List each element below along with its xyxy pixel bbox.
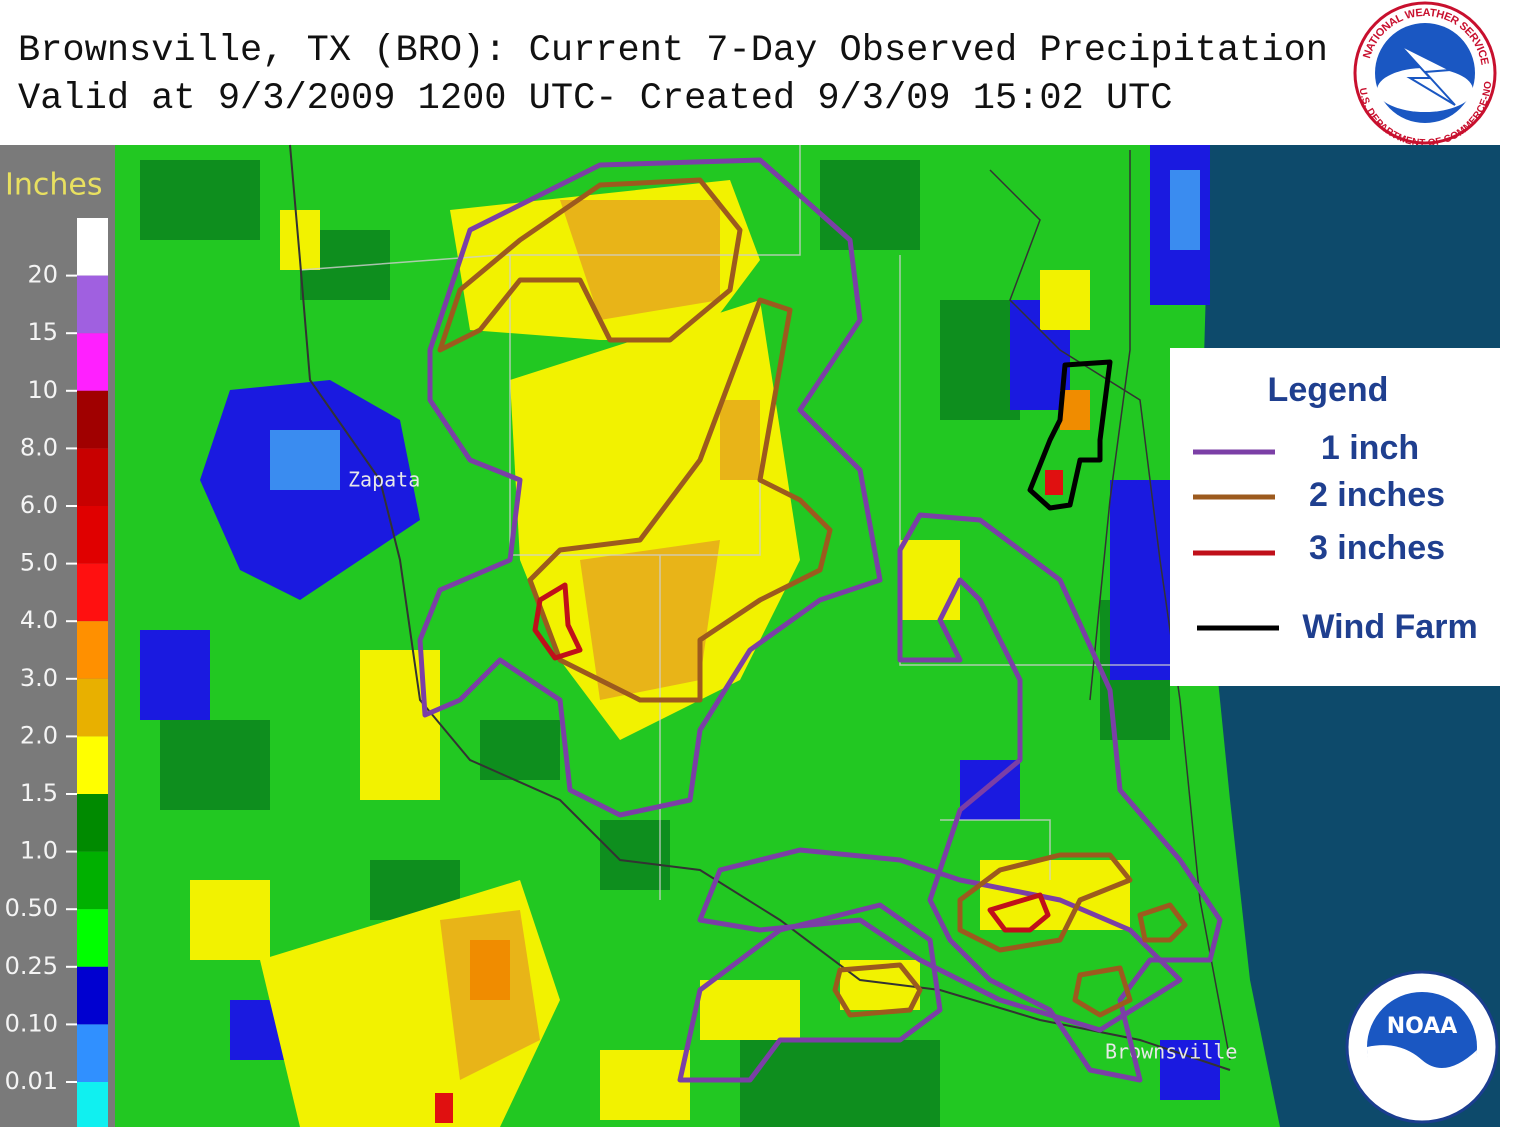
colorbar-swatch [77,506,108,564]
colorbar-label: 0.25 [5,952,58,980]
title-line2: Valid at 9/3/2009 1200 UTC- Created 9/3/… [18,78,1173,120]
legend: Legend 1 inch 2 inches 3 inches Wind Far… [1170,348,1500,686]
colorbar-swatch [77,678,108,737]
colorbar-swatch [77,851,108,910]
colorbar-label: 4.0 [20,606,58,634]
colorbar-swatch [77,621,108,679]
legend-item: 1 inch [1321,429,1419,467]
contour-2in [437,177,1188,1018]
colorbar-label: 6.0 [20,491,58,519]
colorbar-label: 20 [27,261,58,289]
colorbar-swatch [77,563,108,622]
colorbar-swatch [77,390,108,449]
colorbar-label: 15 [27,318,58,346]
legend-item: 3 inches [1309,529,1445,567]
colorbar-label: 1.0 [20,837,58,865]
colorbar-swatch [77,966,108,1025]
colorbar-label: 0.10 [5,1009,58,1037]
colorbar-swatch [77,736,108,794]
noaa-text: NOAA [1387,1014,1458,1039]
wind-farm-outline [1027,359,1113,511]
colorbar-swatch [77,275,108,334]
colorbar-label: 10 [27,376,58,404]
header-bg [0,0,1515,145]
colorbar-label: 8.0 [20,433,58,461]
colorbar-swatch [77,1024,108,1082]
city-label: Brownsville [1105,1040,1237,1064]
colorbar-swatch [77,448,108,506]
colorbar-swatch [77,218,108,276]
colorbar-swatch [77,1082,108,1132]
colorbar-title: Inches [5,168,102,203]
contour-1in [417,157,1223,1083]
colorbar-swatch [77,909,108,967]
contours [417,157,1223,1083]
colorbar-label: 0.01 [5,1067,58,1095]
noaa-logo: NOAA [1345,970,1499,1124]
legend-item: 2 inches [1309,476,1445,514]
contour-3in [532,582,1051,933]
colorbar-label: 2.0 [20,721,58,749]
colorbar-swatch [77,794,108,852]
colorbar-label: 1.5 [20,779,58,807]
colorbar-swatch [77,333,108,391]
legend-item: Wind Farm [1302,608,1477,646]
title-line1: Brownsville, TX (BRO): Current 7-Day Obs… [18,30,1328,72]
colorbar-label: 0.50 [5,894,58,922]
legend-title: Legend [1268,371,1389,409]
city-label: Zapata [348,468,420,492]
colorbar-label: 5.0 [20,549,58,577]
colorbar: Inches 20 15 10 8.0 6.0 5.0 4.0 3.0 2.0 1.5 1.0 0.5… [0,145,115,1132]
colorbar-label: 3.0 [20,664,58,692]
